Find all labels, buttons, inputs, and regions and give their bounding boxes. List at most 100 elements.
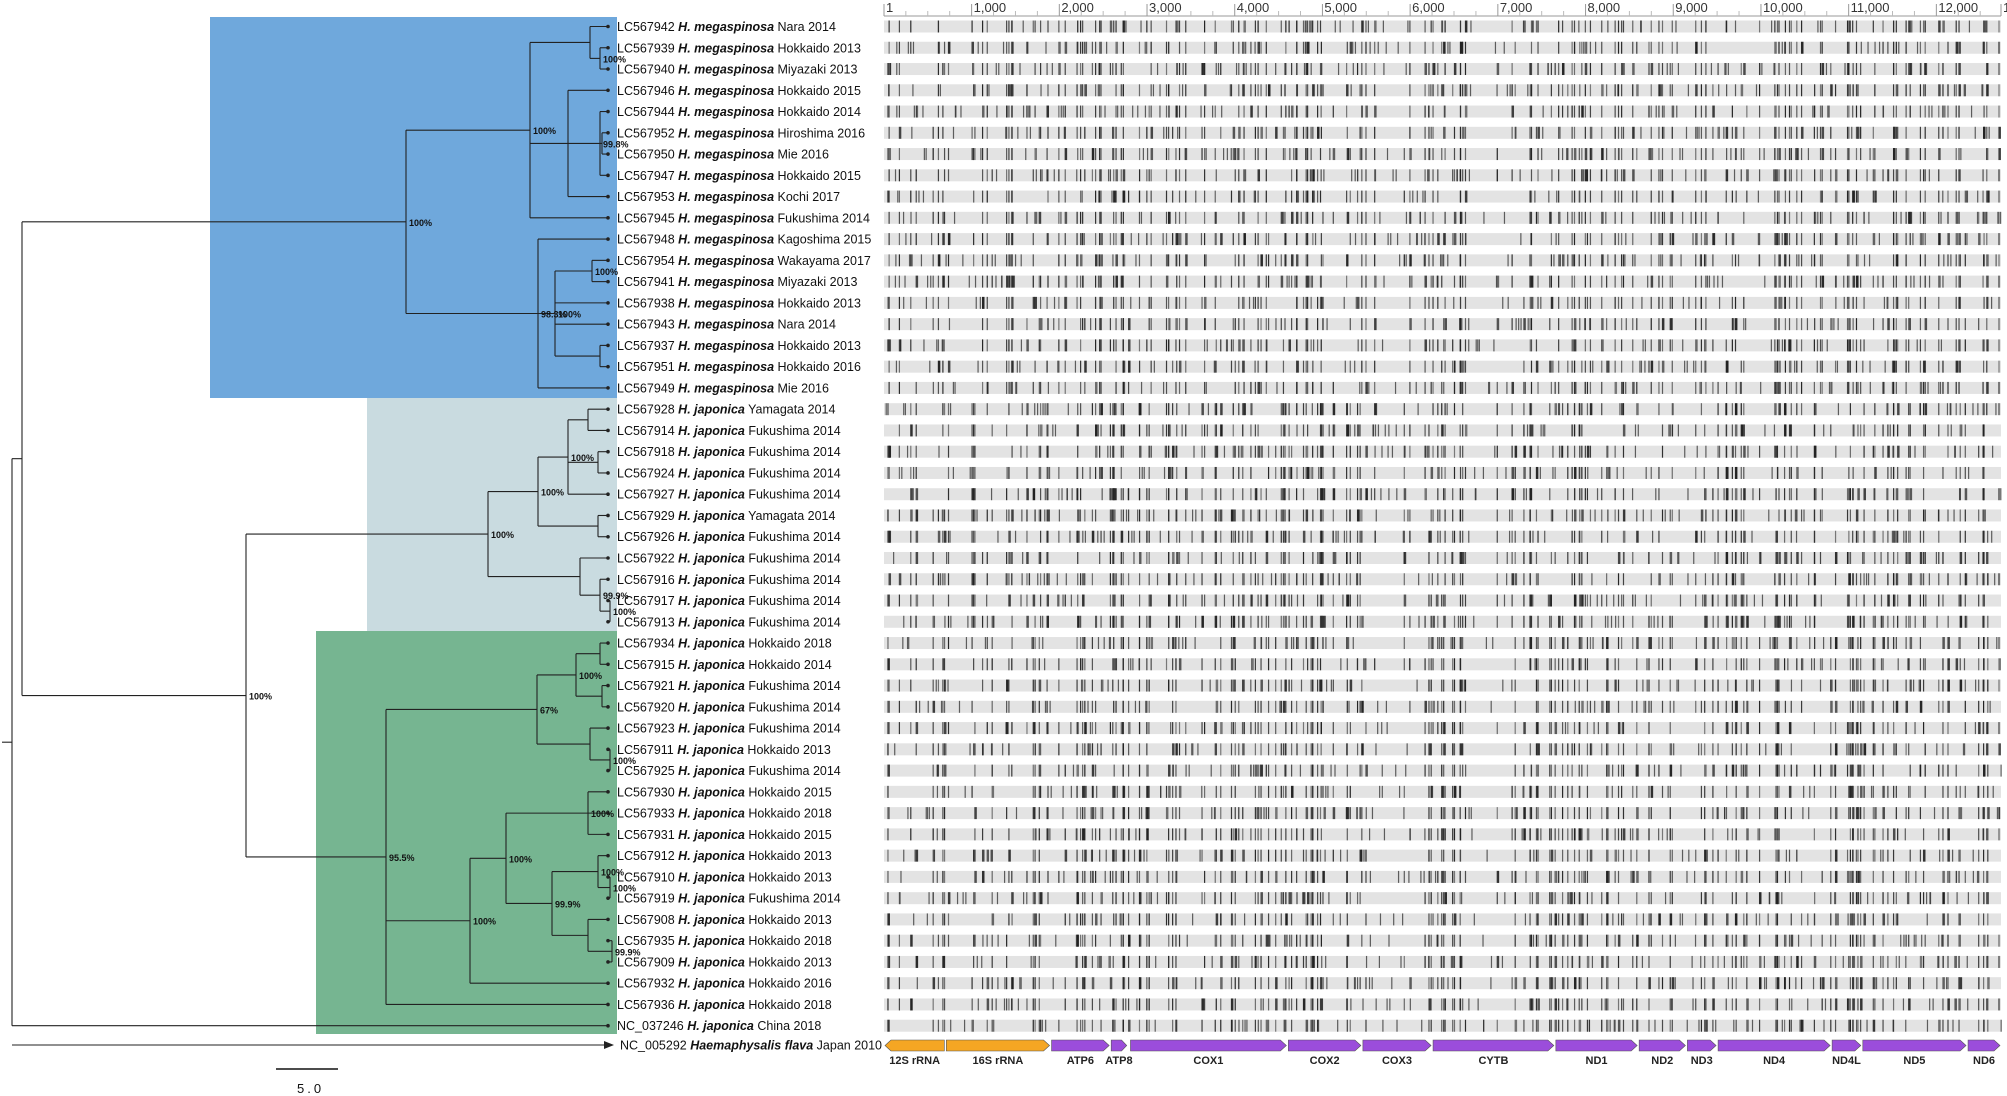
snp-mark [1334,20,1336,33]
snp-mark [1717,615,1719,628]
snp-mark [1113,211,1115,224]
snp-mark [1080,360,1082,373]
snp-mark [1282,573,1285,586]
snp-mark [1908,148,1910,161]
snp-mark [1650,466,1652,479]
snp-mark [1726,148,1728,161]
snp-mark [1788,190,1791,203]
snp-mark [1695,466,1697,479]
snp-mark [1320,615,1322,628]
snp-mark [1113,296,1115,309]
snp-mark [1573,615,1577,628]
snp-mark [1695,105,1697,118]
snp-mark [1532,530,1534,543]
snp-mark [1232,424,1234,437]
snp-mark [1872,233,1876,246]
snp-mark [1830,148,1832,161]
snp-mark [1168,254,1170,267]
snp-mark [986,615,989,628]
snp-mark [1346,84,1349,97]
snp-mark [1302,445,1305,458]
snp-mark [1312,190,1315,203]
snp-mark [910,211,912,224]
snp-mark [1987,190,1989,203]
snp-mark [1008,381,1011,394]
snp-mark [1650,20,1652,33]
snp-mark [939,254,941,267]
snp-mark [888,63,892,76]
snp-mark [1921,233,1923,246]
snp-mark [1695,190,1697,203]
snp-mark [937,20,940,33]
snp-mark [1982,424,1984,437]
snp-mark [1165,254,1169,267]
snp-mark [1834,20,1837,33]
alignment-track [884,637,2001,650]
snp-mark [1578,105,1580,118]
snp-mark [1775,552,1778,564]
snp-mark [1511,254,1513,267]
snp-mark [1464,148,1467,161]
snp-mark [942,190,944,203]
snp-mark [1296,254,1299,267]
snp-mark [1459,637,1461,650]
snp-mark [1257,318,1259,331]
snp-mark [1428,530,1431,543]
snp-mark [1958,254,1960,267]
snp-mark [1895,84,1897,97]
snp-mark [1051,63,1053,76]
snp-mark [947,169,950,182]
snp-mark [1816,339,1819,352]
snp-mark [1726,445,1728,458]
snp-mark [988,84,990,97]
snp-mark [1778,148,1781,161]
snp-mark [1578,573,1580,586]
snp-mark [1860,148,1862,161]
snp-mark [1444,594,1446,607]
snp-mark [1743,594,1745,607]
snp-mark [1257,211,1259,224]
snp-mark [1669,424,1671,437]
snp-mark [1296,403,1298,416]
snp-mark [910,403,912,416]
snp-mark [1922,211,1925,224]
snp-mark [1571,509,1574,522]
snp-mark [1100,615,1102,628]
snp-mark [972,63,974,76]
snp-mark [1505,466,1507,479]
snp-mark [1523,552,1525,564]
snp-mark [1790,41,1792,54]
snp-mark [1356,445,1359,458]
snp-mark [1062,105,1064,118]
snp-mark [1705,148,1707,161]
snp-mark [1496,573,1498,586]
snp-mark [1819,63,1822,76]
snp-mark [1234,254,1236,267]
snp-mark [1109,552,1112,564]
snp-mark [1700,403,1703,416]
snp-mark [1567,488,1569,501]
snp-mark [1998,105,2000,118]
snp-mark [1718,296,1721,309]
snp-mark [1621,63,1624,76]
snp-mark [1784,381,1787,394]
snp-mark [975,296,977,309]
snp-mark [1204,20,1206,33]
snp-mark [1671,126,1673,139]
snp-mark [1201,296,1203,309]
snp-mark [1938,148,1941,161]
snp-mark [1740,488,1742,501]
snp-mark [1428,126,1430,139]
snp-mark [1359,148,1363,161]
snp-mark [1039,424,1043,437]
snp-mark [1523,530,1525,543]
clade-highlights [210,17,617,1034]
snp-mark [1374,445,1376,458]
snp-mark [1796,296,1798,309]
snp-mark [1248,296,1251,309]
snp-mark [1790,105,1792,118]
snp-mark [1816,126,1818,139]
snp-mark [1006,509,1008,522]
snp-mark [1138,530,1141,543]
snp-mark [1909,424,1911,437]
